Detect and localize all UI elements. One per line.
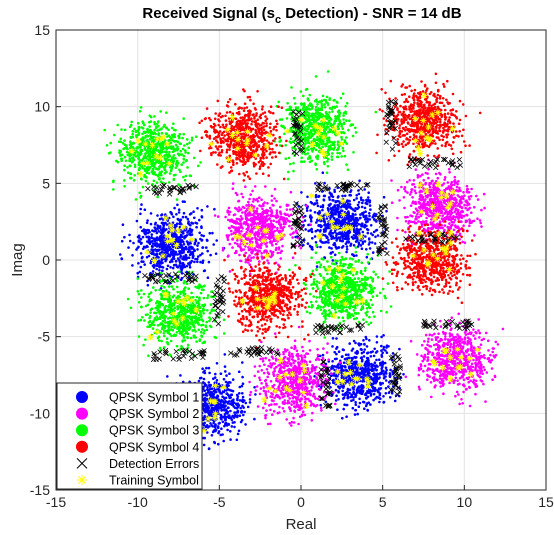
legend: QPSK Symbol 1 QPSK Symbol 2 QPSK Symbol 3 Q…: [56, 382, 203, 490]
cluster-points: [288, 243, 393, 339]
legend-item: Detection Errors: [76, 457, 199, 471]
y-axis-label: Imag: [9, 243, 26, 276]
legend-marker: [76, 391, 88, 403]
x-tick-label: -10: [128, 494, 148, 510]
cluster-points: [103, 106, 202, 201]
y-tick-label: 5: [42, 175, 50, 191]
y-tick-label: 10: [34, 99, 50, 115]
x-axis-label: Real: [286, 516, 317, 533]
y-tick-label: -10: [30, 405, 50, 421]
training-symbol-markers: [128, 92, 481, 434]
legend-marker: [76, 424, 88, 437]
x-tick-label: -5: [213, 494, 226, 510]
legend-marker: [76, 458, 88, 469]
legend-label: Training Symbol: [109, 474, 199, 488]
data-points: [103, 70, 505, 451]
legend-label: QPSK Symbol 2: [109, 407, 199, 421]
y-tick-label: 0: [42, 252, 50, 268]
legend-item: QPSK Symbol 1: [76, 391, 199, 405]
legend-label: Detection Errors: [109, 457, 199, 471]
legend-label: QPSK Symbol 4: [109, 440, 199, 454]
legend-marker: [76, 440, 88, 453]
y-tick-label: -5: [38, 329, 51, 345]
x-tick-label: 10: [457, 494, 473, 510]
chart-title: Received Signal (sc Detection) - SNR = 1…: [142, 5, 461, 26]
legend-label: QPSK Symbol 1: [109, 391, 199, 405]
legend-marker: [76, 407, 88, 420]
legend-item: Training Symbol: [77, 474, 199, 488]
cluster-points: [375, 72, 482, 167]
x-tick-label: -15: [46, 494, 66, 510]
legend-item: QPSK Symbol 3: [76, 424, 199, 438]
legend-item: QPSK Symbol 2: [76, 407, 199, 421]
y-tick-label: -15: [30, 482, 50, 498]
legend-marker: [77, 475, 87, 485]
detection-error-markers: [142, 98, 475, 410]
x-tick-label: 15: [538, 494, 554, 510]
y-tick-label: 15: [34, 22, 50, 38]
x-tick-label: 5: [379, 494, 387, 510]
legend-label: QPSK Symbol 3: [109, 424, 199, 438]
x-tick-label: 0: [297, 494, 305, 510]
cluster-points: [119, 200, 226, 290]
legend-item: QPSK Symbol 4: [76, 440, 199, 454]
axis-ticks: -15 -10 -5 0 5 10 15 15 10 5 0 -5 -10 -15: [30, 22, 554, 510]
